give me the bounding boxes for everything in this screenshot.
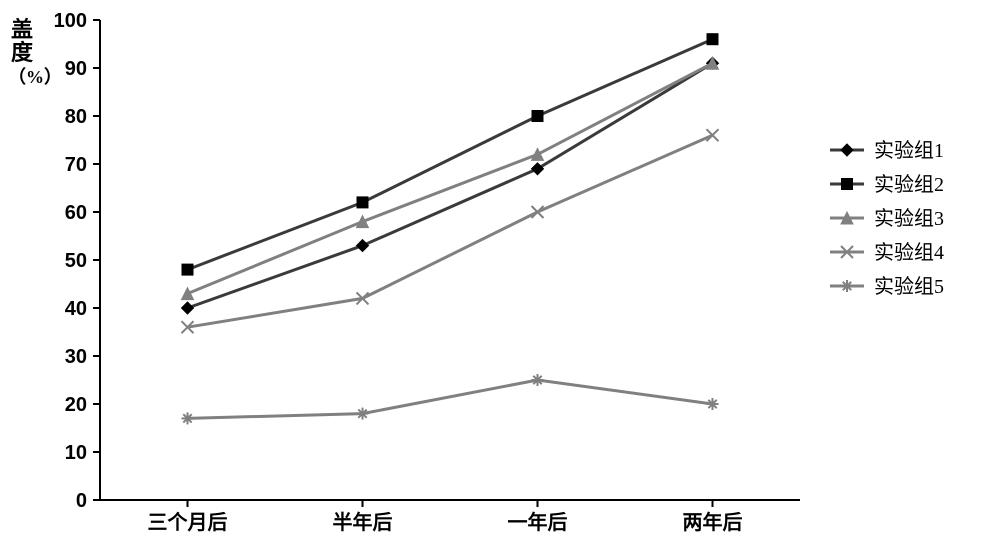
y-axis-label-text: 盖度 — [11, 17, 33, 65]
y-tick-label: 80 — [65, 106, 87, 128]
series — [182, 374, 719, 424]
marker-triangle — [532, 148, 544, 160]
y-tick-label: 50 — [65, 250, 87, 272]
marker-triangle — [357, 216, 369, 228]
marker-diamond — [841, 144, 853, 156]
series — [182, 34, 718, 275]
series-line — [188, 39, 713, 269]
y-tick-label: 0 — [76, 490, 87, 512]
legend-label: 实验组4 — [874, 241, 944, 264]
y-tick-label: 60 — [65, 202, 87, 224]
series-line — [188, 63, 713, 293]
chart-svg: 0 10 20 30 40 50 60 70 80 90 100 三个月后 半年后 一年后 两年后 实验组1 实… — [0, 0, 1000, 543]
legend-label: 实验组3 — [874, 207, 944, 230]
marker-square — [182, 264, 193, 275]
y-axis-label-unit: （%） — [8, 67, 62, 87]
coverage-line-chart: 盖度 （%） 0 10 20 30 40 50 60 70 80 90 100 三个月后 半年后 一年后 两… — [0, 0, 1000, 543]
x-tick-label: 两年后 — [683, 510, 743, 534]
legend-label: 实验组5 — [874, 275, 944, 298]
legend-label: 实验组1 — [874, 139, 944, 162]
legend-label: 实验组2 — [874, 173, 944, 196]
marker-diamond — [182, 302, 194, 314]
legend-item: 实验组1 — [830, 139, 944, 162]
y-tick-label: 10 — [65, 442, 87, 464]
marker-square — [532, 111, 543, 122]
legend-item: 实验组3 — [830, 207, 944, 230]
marker-diamond — [357, 240, 369, 252]
series — [182, 57, 719, 299]
legend-item: 实验组5 — [830, 275, 944, 298]
marker-square — [707, 34, 718, 45]
y-tick-label: 20 — [65, 394, 87, 416]
marker-triangle — [182, 288, 194, 300]
y-tick-label: 30 — [65, 346, 87, 368]
series-line — [188, 135, 713, 327]
marker-square — [842, 179, 853, 190]
x-tick-label: 半年后 — [333, 510, 393, 534]
series-line — [188, 63, 713, 308]
series — [182, 57, 719, 314]
y-tick-label: 100 — [54, 10, 87, 32]
y-axis-label: 盖度 （%） — [8, 18, 36, 87]
marker-square — [357, 197, 368, 208]
legend-item: 实验组4 — [830, 241, 944, 264]
y-tick-label: 70 — [65, 154, 87, 176]
legend-item: 实验组2 — [830, 173, 944, 196]
x-tick-label: 三个月后 — [148, 511, 228, 534]
y-tick-label: 90 — [65, 58, 87, 80]
y-tick-label: 40 — [65, 298, 87, 320]
x-tick-label: 一年后 — [508, 510, 568, 534]
series-line — [188, 380, 713, 418]
